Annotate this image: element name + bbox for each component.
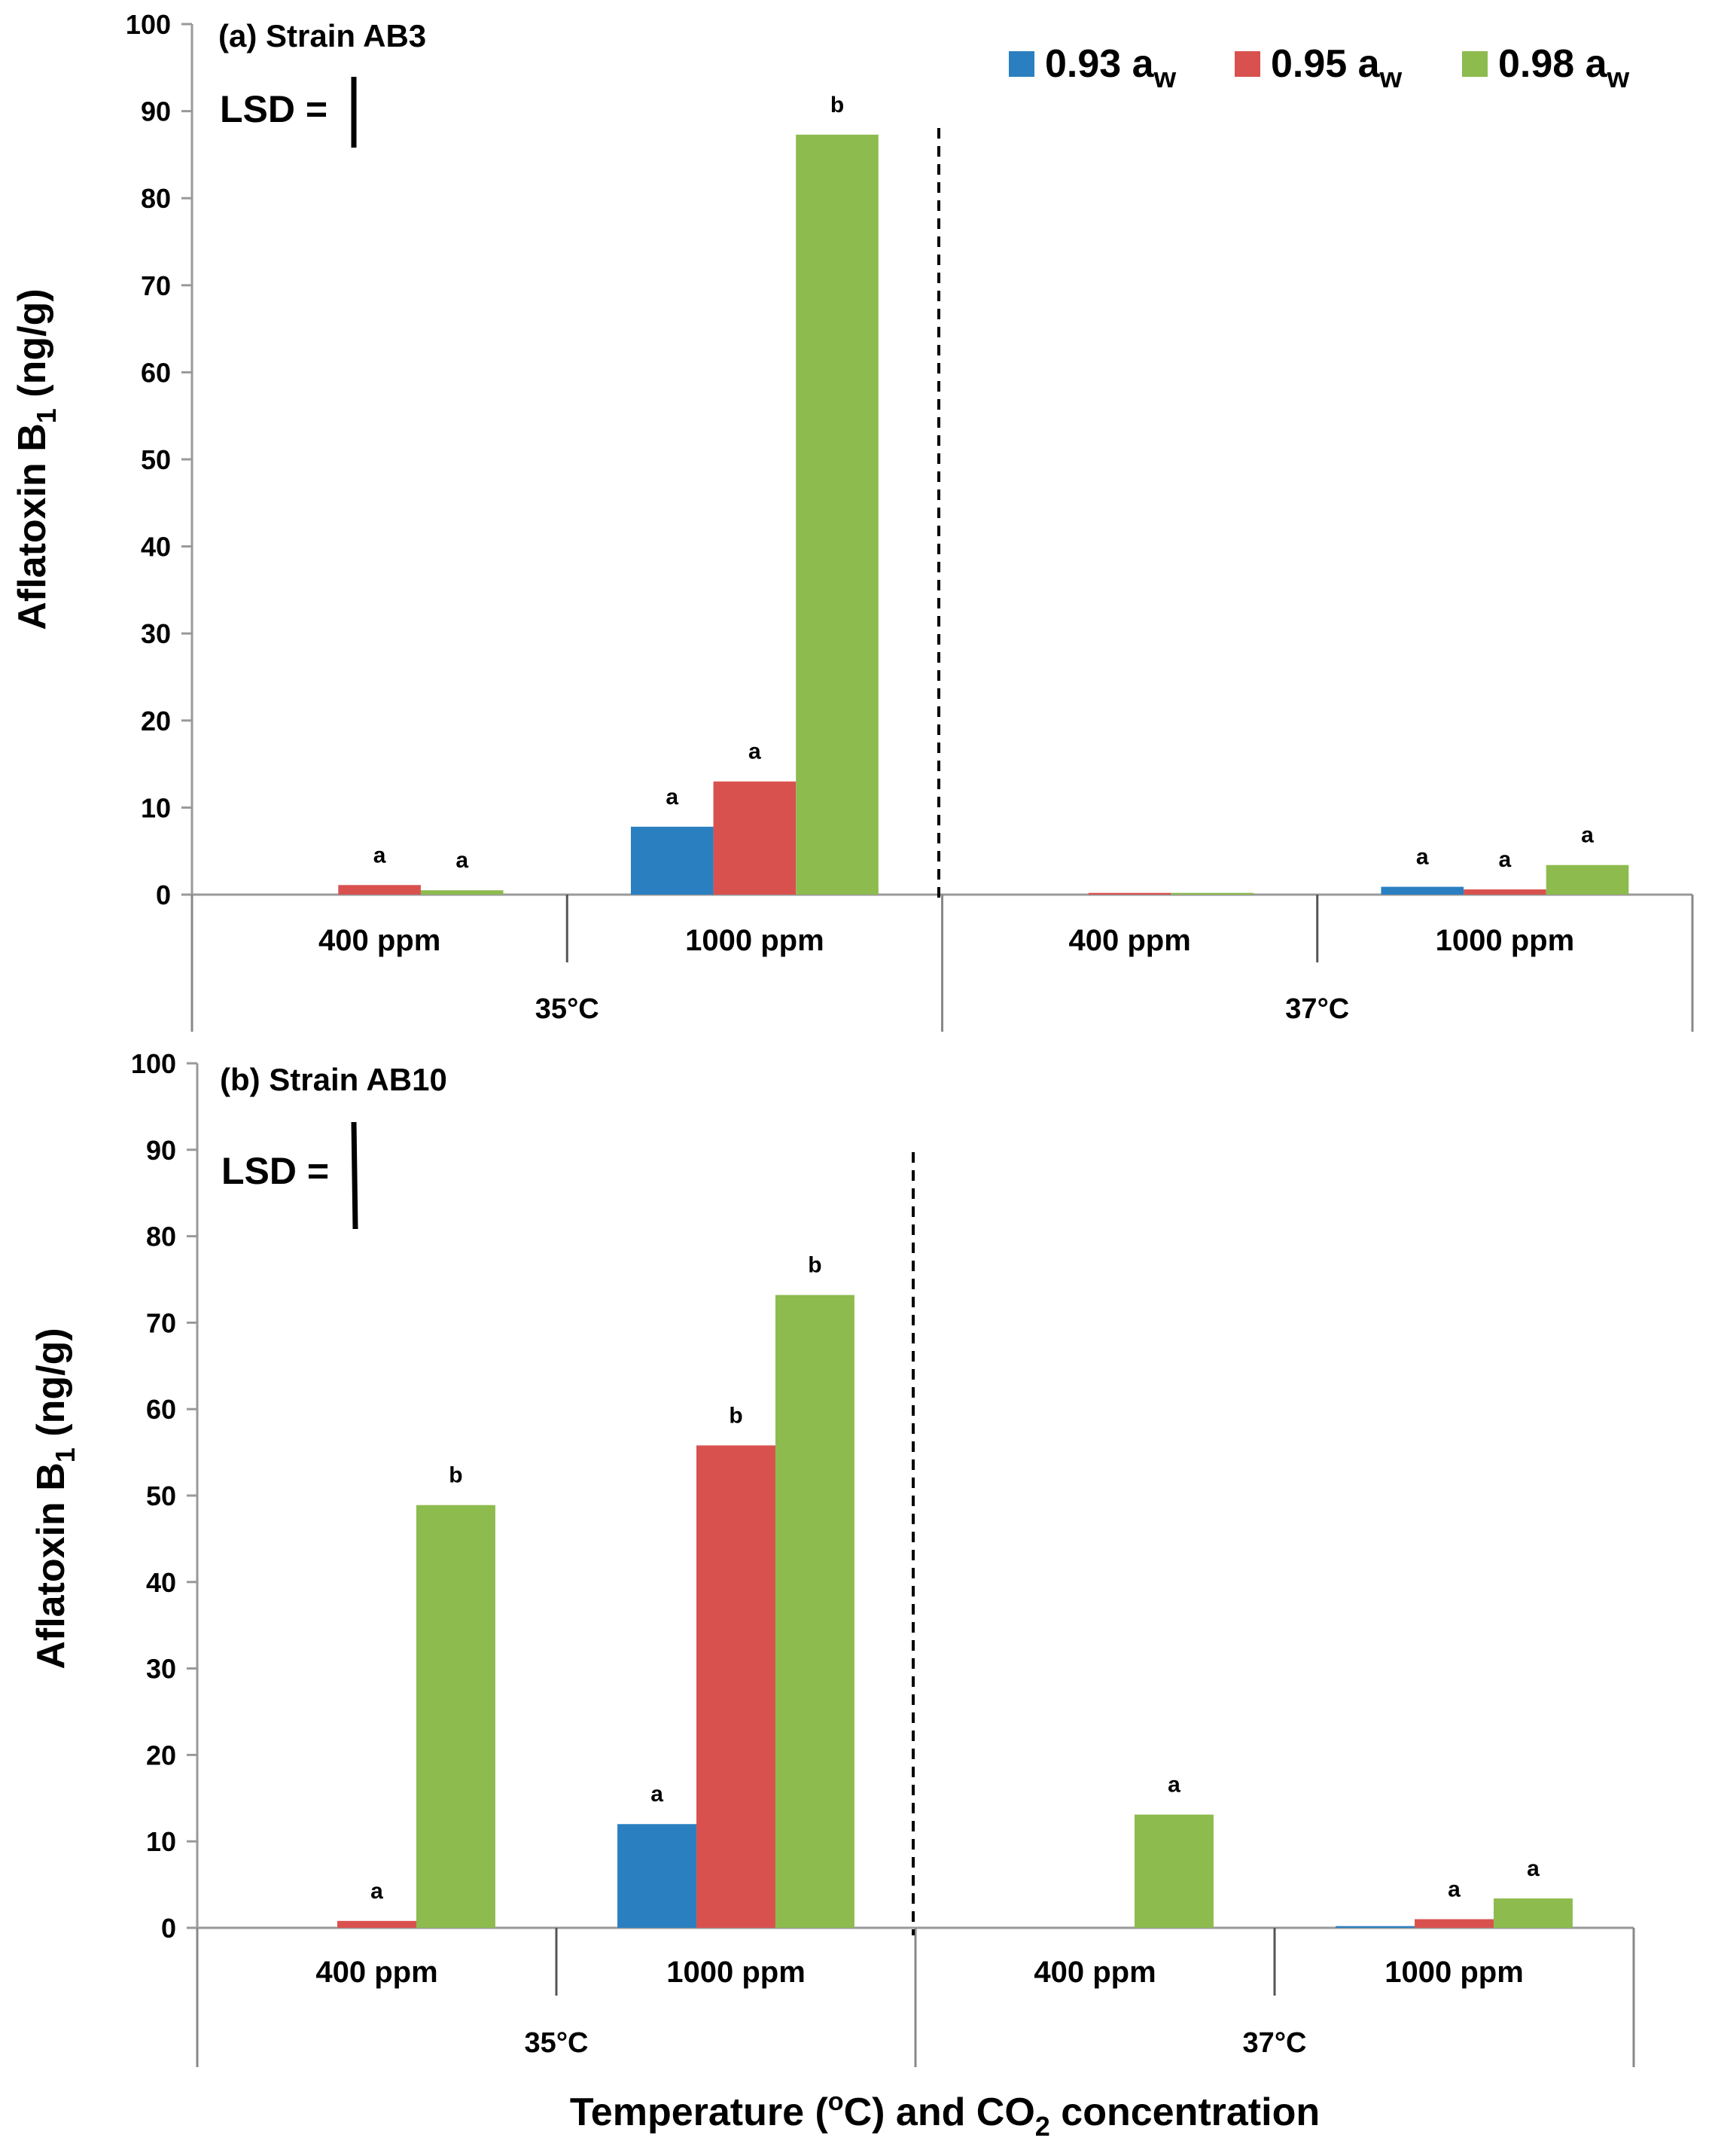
category-label: 1000 ppm: [1385, 1956, 1524, 1989]
y-tick-label: 50: [141, 444, 171, 475]
significance-letter: a: [1499, 847, 1512, 872]
significance-letter: a: [373, 843, 386, 868]
y-tick-label: 10: [141, 792, 171, 823]
y-tick-label: 100: [131, 1048, 176, 1079]
y-tick-label: 80: [141, 183, 171, 214]
bar-093: [1381, 886, 1464, 895]
significance-letter: a: [1581, 823, 1594, 848]
significance-letter: b: [808, 1253, 821, 1278]
group-label: 37°C: [1285, 993, 1349, 1025]
y-tick-label: 40: [146, 1567, 176, 1598]
group-label: 35°C: [525, 2027, 589, 2059]
group-label: 35°C: [535, 993, 599, 1025]
significance-letter: a: [455, 848, 468, 873]
legend: 0.93 aw 0.95 aw 0.98 aw: [1009, 42, 1630, 94]
y-tick-label: 40: [141, 532, 171, 563]
bar-095: [1088, 892, 1171, 895]
panel-title: (b) Strain AB10: [220, 1062, 447, 1097]
x-axis-label: Temperature (oC) and CO2 concentration: [570, 2087, 1320, 2142]
bar-098: [1134, 1814, 1214, 1928]
bar-093: [630, 826, 714, 895]
y-tick-label: 20: [146, 1740, 176, 1770]
significance-letter: a: [666, 785, 678, 810]
lsd-label: LSD =: [221, 1150, 329, 1192]
significance-letter: a: [1448, 1877, 1461, 1902]
bar-095: [1415, 1919, 1494, 1928]
lsd-bar: [351, 1121, 358, 1230]
legend-swatch: [1235, 51, 1260, 77]
bar-098: [1546, 865, 1629, 895]
y-tick-label: 10: [146, 1826, 176, 1857]
legend-entry: 0.93 aw: [1045, 42, 1177, 94]
y-tick-label: 0: [161, 1913, 176, 1944]
y-tick-label: 0: [156, 880, 171, 910]
bar-098: [1493, 1898, 1573, 1928]
lsd-label: LSD =: [220, 88, 327, 130]
y-tick-label: 30: [141, 618, 171, 649]
significance-letter: a: [1527, 1856, 1540, 1881]
category-label: 400 ppm: [1068, 924, 1190, 957]
bar-093: [1336, 1926, 1415, 1928]
panel-b-strain-ab10: 0 10 20 30 40 50 60 70 80 90 100 400 ppm 1000 ppm 400…: [29, 1048, 1635, 2067]
category-label: 1000 ppm: [666, 1956, 806, 1989]
bar-093: [617, 1824, 697, 1928]
bar-095: [337, 1920, 416, 1928]
y-axis-label: Aflatoxin B1 (ng/g): [29, 1328, 81, 1669]
y-tick-label: 80: [146, 1221, 176, 1252]
y-axis-label: Aflatoxin B1 (ng/g): [11, 288, 62, 630]
significance-letter: a: [650, 1782, 663, 1807]
significance-letter: b: [449, 1463, 462, 1488]
y-tick-label: 70: [141, 270, 171, 301]
category-label: 400 ppm: [315, 1956, 437, 1989]
significance-letter: a: [748, 740, 761, 764]
panel-title: (a) Strain AB3: [218, 18, 426, 53]
significance-letter: a: [1168, 1773, 1180, 1798]
panel-a-strain-ab3: 0 10 20 30 40 50 60 70 80 90 100 400 ppm 1000 ppm 400…: [11, 9, 1694, 1032]
category-label: 1000 ppm: [1436, 924, 1575, 957]
significance-letter: a: [370, 1879, 383, 1904]
bar-098: [416, 1505, 495, 1928]
legend-entry: 0.98 aw: [1498, 42, 1630, 94]
y-tick-label: 90: [141, 96, 171, 127]
y-tick-label: 30: [146, 1654, 176, 1685]
y-tick-label: 100: [126, 9, 171, 40]
bar-098: [1171, 892, 1254, 895]
significance-letter: a: [1416, 845, 1429, 870]
bar-098: [775, 1295, 854, 1928]
category-label: 1000 ppm: [685, 924, 824, 957]
y-tick-label: 60: [141, 357, 171, 388]
legend-swatch: [1009, 51, 1034, 77]
bar-095: [338, 885, 421, 895]
legend-swatch: [1462, 51, 1488, 77]
y-tick-label: 70: [146, 1307, 176, 1338]
bar-095: [713, 781, 797, 895]
category-label: 400 ppm: [318, 924, 440, 957]
category-label: 400 ppm: [1034, 1956, 1156, 1989]
group-label: 37°C: [1243, 2027, 1307, 2059]
significance-letter: b: [830, 93, 844, 117]
legend-entry: 0.95 aw: [1271, 42, 1403, 94]
y-tick-label: 90: [146, 1135, 176, 1166]
y-tick-label: 60: [146, 1394, 176, 1425]
bar-098: [420, 890, 504, 895]
y-tick-label: 50: [146, 1481, 176, 1511]
bar-098: [796, 134, 879, 895]
bar-095: [696, 1445, 775, 1928]
significance-letter: b: [729, 1403, 742, 1428]
bar-095: [1464, 889, 1546, 895]
y-tick-label: 20: [141, 706, 171, 736]
